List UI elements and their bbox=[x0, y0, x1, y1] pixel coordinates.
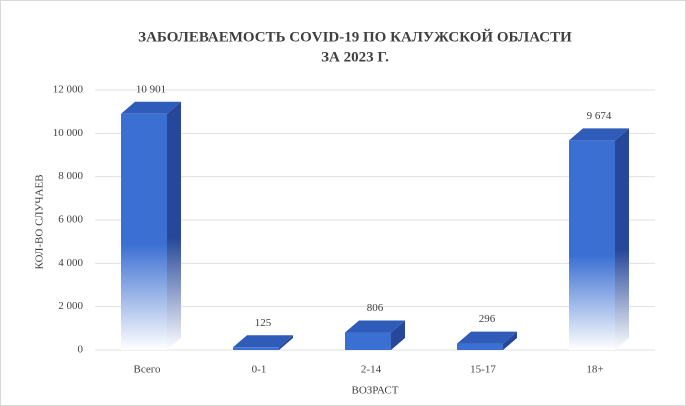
x-tick-label: 15-17 bbox=[470, 364, 496, 376]
x-tick-label: Всего bbox=[134, 364, 161, 376]
bar-top bbox=[345, 320, 405, 333]
bar-side bbox=[167, 101, 181, 350]
bar-side bbox=[615, 128, 629, 350]
bar bbox=[569, 140, 615, 350]
bar-side bbox=[279, 335, 293, 350]
y-tick-label: 10 000 bbox=[53, 127, 84, 139]
bar-top bbox=[121, 101, 181, 114]
chart-title: ЗАБОЛЕВАЕМОСТЬ COVID-19 ПО КАЛУЖСКОЙ ОБЛ… bbox=[138, 28, 572, 45]
bar-side bbox=[391, 320, 405, 350]
bar bbox=[345, 332, 391, 350]
chart-title: ЗА 2023 Г. bbox=[321, 49, 389, 65]
value-label: 296 bbox=[479, 313, 496, 325]
value-label: 125 bbox=[255, 317, 272, 329]
y-tick-label: 2 000 bbox=[58, 300, 83, 312]
x-axis-label: ВОЗРАСТ bbox=[352, 385, 399, 397]
value-label: 9 674 bbox=[587, 110, 612, 122]
x-tick-label: 0-1 bbox=[252, 364, 267, 376]
x-tick-label: 18+ bbox=[586, 364, 603, 376]
bar-top bbox=[233, 335, 293, 348]
y-tick-label: 0 bbox=[78, 344, 84, 356]
value-label: 806 bbox=[367, 302, 384, 314]
x-tick-label: 2-14 bbox=[361, 364, 382, 376]
bar-top bbox=[569, 128, 629, 141]
y-tick-label: 6 000 bbox=[58, 214, 83, 226]
bar bbox=[457, 343, 503, 350]
bar-side bbox=[503, 331, 517, 350]
y-tick-label: 4 000 bbox=[58, 257, 83, 269]
bar bbox=[233, 347, 279, 350]
value-label: 10 901 bbox=[136, 83, 166, 95]
bar-top bbox=[457, 331, 517, 344]
y-tick-label: 8 000 bbox=[58, 170, 83, 182]
y-axis-label: КОЛ-ВО СЛУЧАЕВ bbox=[34, 174, 46, 269]
y-tick-label: 12 000 bbox=[53, 84, 84, 96]
bar bbox=[121, 113, 167, 350]
